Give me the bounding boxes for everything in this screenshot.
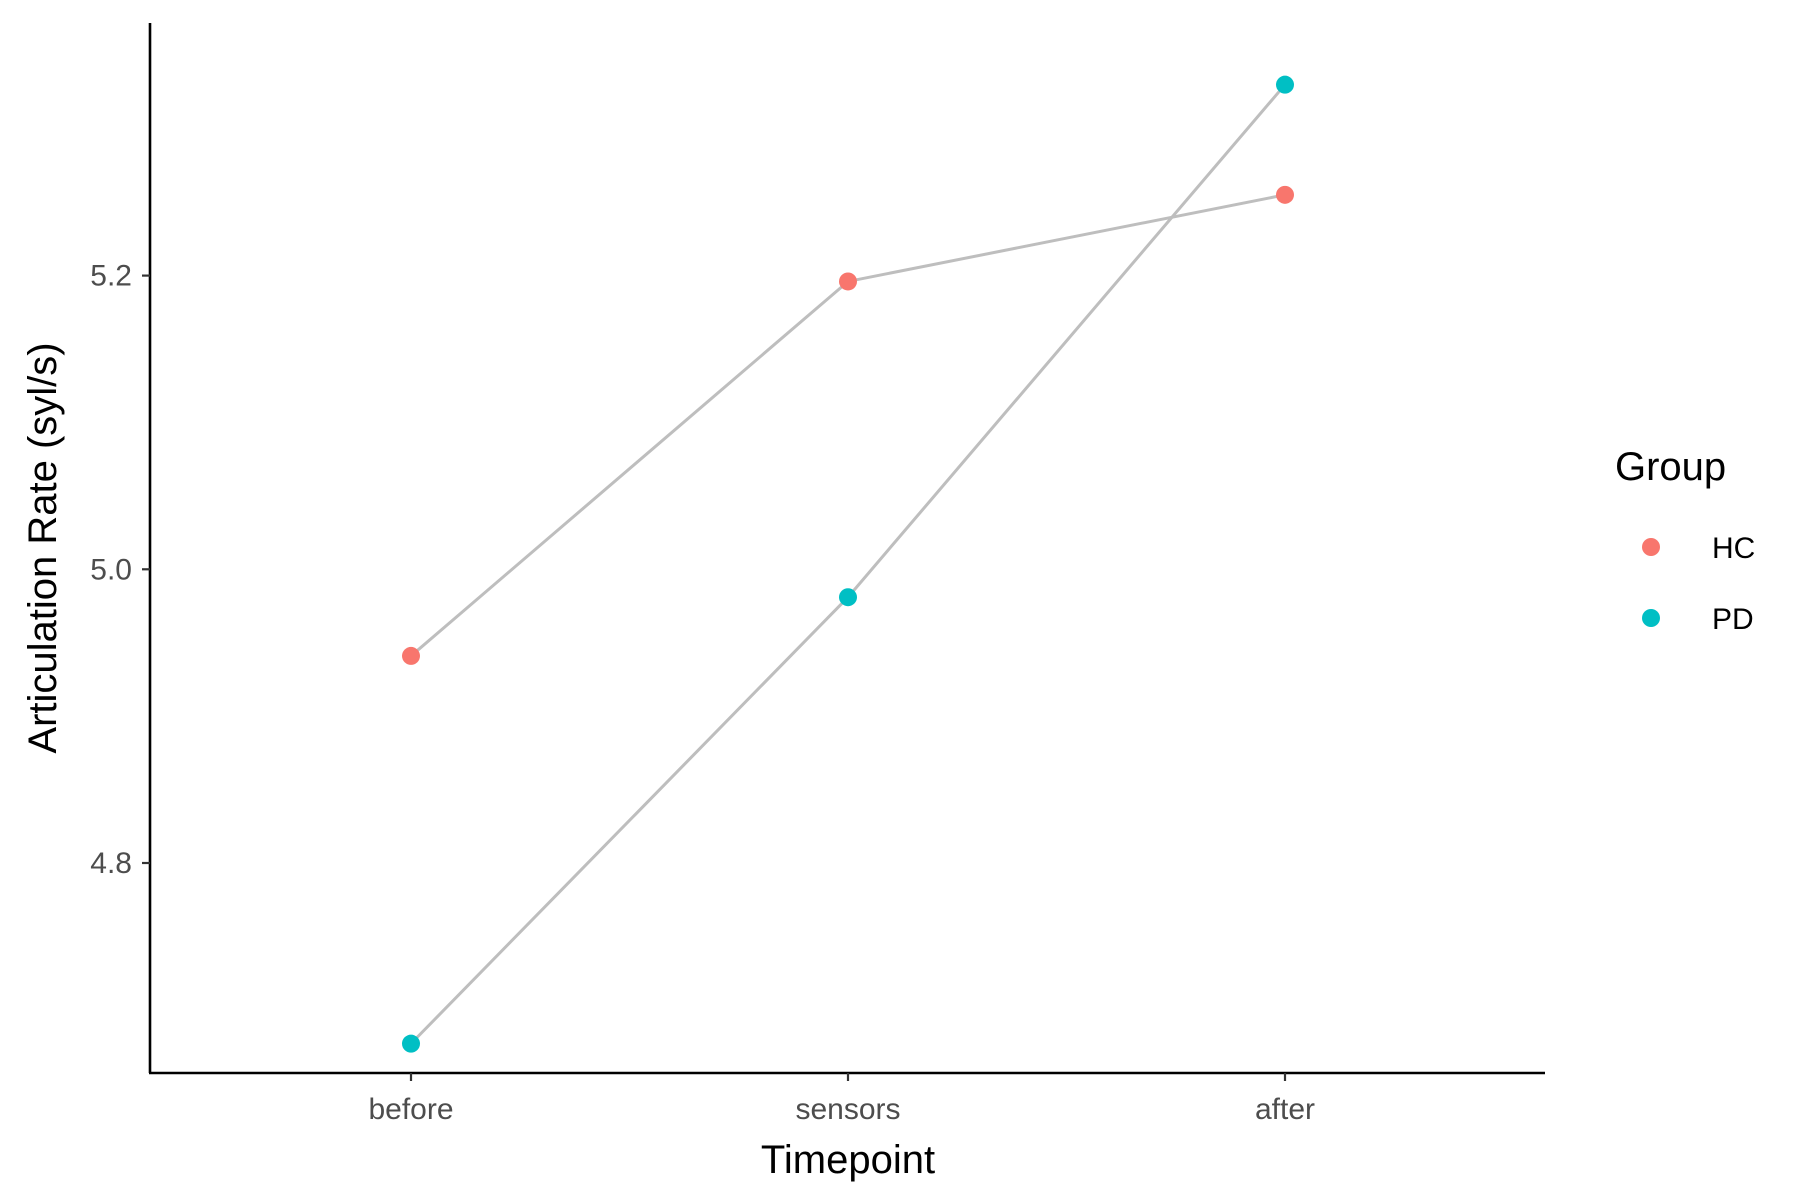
y-tick-label: 5.2 xyxy=(90,260,132,293)
data-point-hc xyxy=(839,272,857,291)
y-tick-label: 4.8 xyxy=(90,847,132,880)
data-point-hc xyxy=(1276,185,1294,204)
x-tick-label: after xyxy=(1255,1093,1315,1126)
series-line-hc xyxy=(410,193,1286,658)
series-points xyxy=(402,75,1294,1053)
data-point-pd xyxy=(839,588,857,607)
y-axis-title: Articulation Rate (syl/s) xyxy=(21,342,65,753)
legend-key-pd xyxy=(1642,609,1660,627)
data-point-pd xyxy=(402,1034,420,1053)
x-axis-title: Timepoint xyxy=(761,1138,935,1182)
legend-label-hc: HC xyxy=(1712,532,1755,565)
legend-label-pd: PD xyxy=(1712,603,1754,636)
series-lines xyxy=(409,83,1287,1045)
x-tick-label: sensors xyxy=(795,1093,900,1126)
data-point-hc xyxy=(402,646,420,665)
axis-ticks: 4.8 5.0 5.2 before sensors after xyxy=(90,260,1315,1126)
x-tick-label: before xyxy=(368,1093,453,1126)
axes xyxy=(148,23,1545,1075)
legend: Group HC PD xyxy=(1615,445,1755,636)
series-line-pd xyxy=(409,83,1287,1045)
y-tick-label: 5.0 xyxy=(90,553,132,586)
legend-key-hc xyxy=(1642,538,1660,556)
data-point-pd xyxy=(1276,75,1294,94)
legend-title: Group xyxy=(1615,445,1726,489)
